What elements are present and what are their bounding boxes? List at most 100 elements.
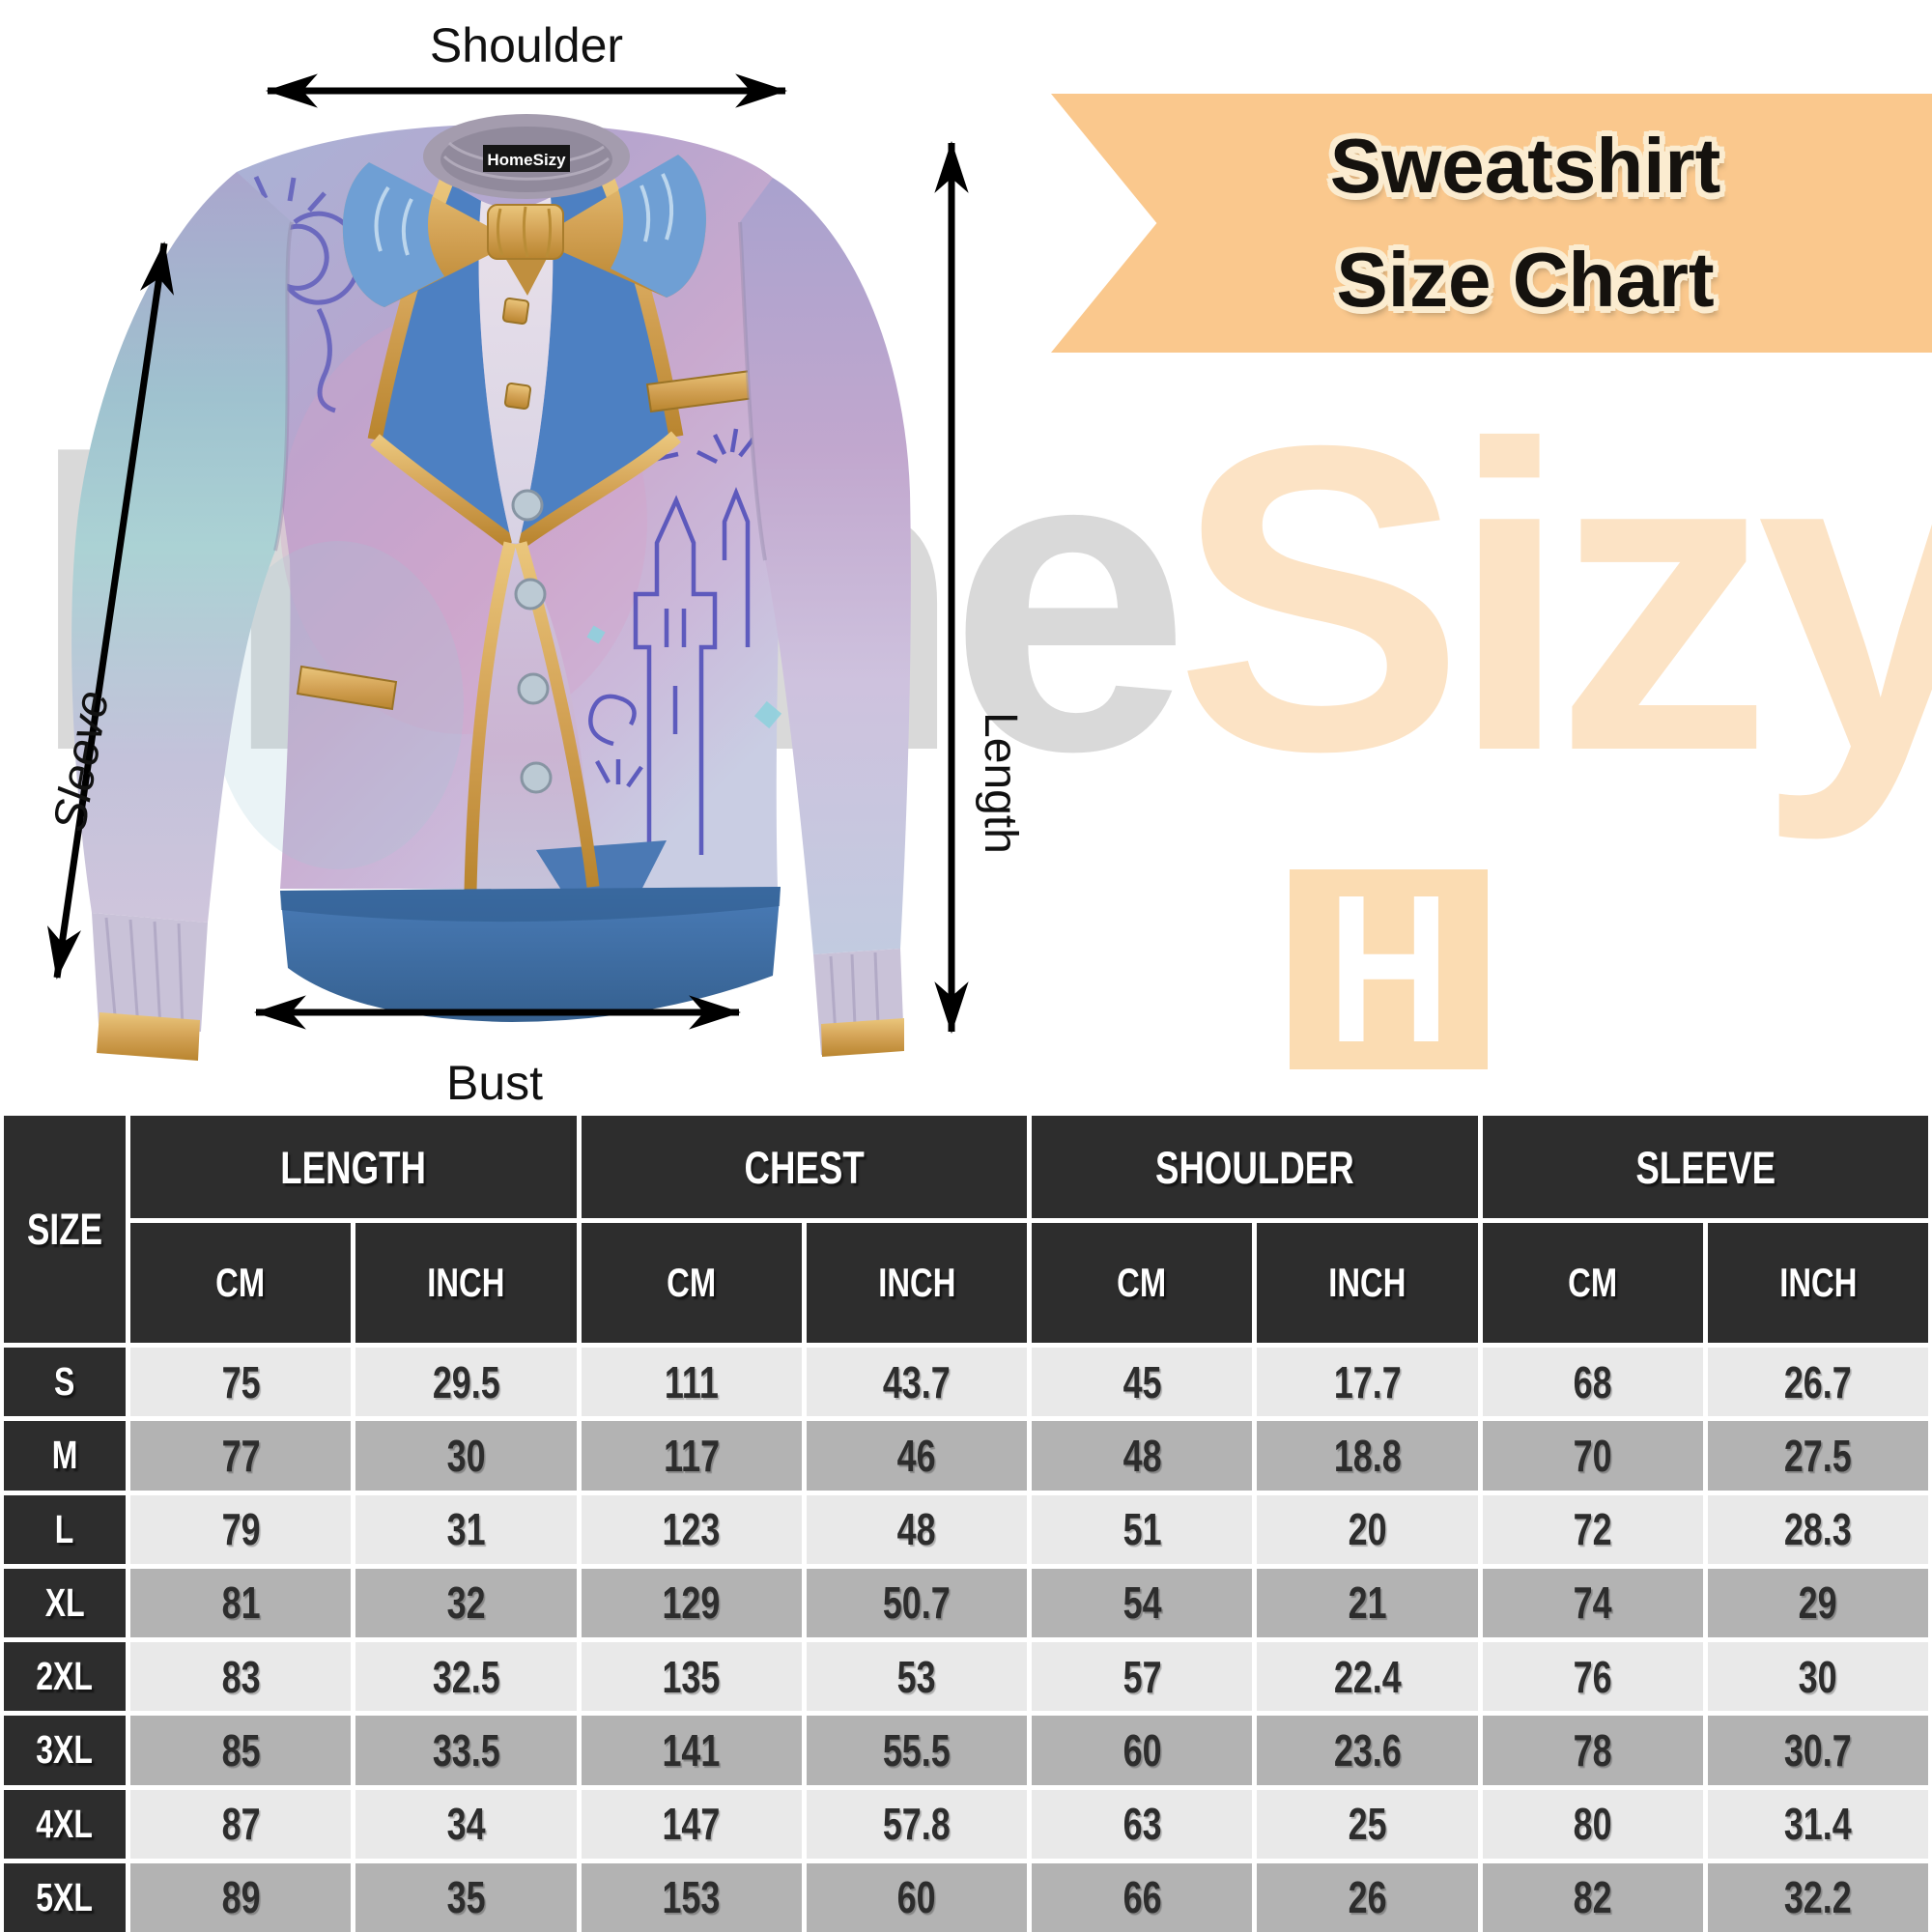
table-cell: 34 bbox=[355, 1789, 577, 1859]
table-cell: 25 bbox=[1257, 1789, 1478, 1859]
table-cell: 31.4 bbox=[1707, 1789, 1928, 1859]
homesizy-logo-letter: H bbox=[1327, 851, 1450, 1087]
right-cuff bbox=[813, 949, 904, 1057]
table-cell: 66 bbox=[1032, 1862, 1253, 1932]
table-cell: 50.7 bbox=[806, 1568, 1027, 1637]
table-cell: 30 bbox=[1707, 1642, 1928, 1712]
table-cell: 74 bbox=[1482, 1568, 1703, 1637]
collar: HomeSizy bbox=[423, 114, 630, 199]
bow-tie bbox=[342, 155, 706, 307]
table-cell: 57.8 bbox=[806, 1789, 1027, 1859]
table-cell: 111 bbox=[581, 1348, 802, 1417]
table-cell: 30 bbox=[355, 1421, 577, 1491]
table-cell: 60 bbox=[1032, 1716, 1253, 1785]
table-cell: 82 bbox=[1482, 1862, 1703, 1932]
size-table: SIZE LENGTH CHEST SHOULDER SLEEVE CM INC… bbox=[0, 1111, 1932, 1932]
table-cell: 43.7 bbox=[806, 1348, 1027, 1417]
table-cell: 141 bbox=[581, 1716, 802, 1785]
row-size-4xl: 4XL bbox=[4, 1789, 126, 1859]
table-cell: 135 bbox=[581, 1642, 802, 1712]
table-cell: 60 bbox=[806, 1862, 1027, 1932]
row-size-3xl: 3XL bbox=[4, 1716, 126, 1785]
table-cell: 53 bbox=[806, 1642, 1027, 1712]
table-cell: 153 bbox=[581, 1862, 802, 1932]
table-cell: 32.2 bbox=[1707, 1862, 1928, 1932]
table-cell: 81 bbox=[130, 1568, 352, 1637]
table-cell: 147 bbox=[581, 1789, 802, 1859]
right-sleeve bbox=[740, 178, 911, 954]
table-cell: 48 bbox=[806, 1494, 1027, 1564]
table-cell: 78 bbox=[1482, 1716, 1703, 1785]
unit-header-length-inch: INCH bbox=[355, 1223, 577, 1343]
sweatshirt-body-group: HomeSizy bbox=[71, 114, 911, 1061]
table-cell: 123 bbox=[581, 1494, 802, 1564]
table-group-shoulder: SHOULDER bbox=[1032, 1116, 1478, 1218]
page-title-line1: Sweatshirt bbox=[1329, 123, 1721, 210]
table-cell: 30.7 bbox=[1707, 1716, 1928, 1785]
table-cell: 35 bbox=[355, 1862, 577, 1932]
table-cell: 46 bbox=[806, 1421, 1027, 1491]
table-cell: 70 bbox=[1482, 1421, 1703, 1491]
table-cell: 51 bbox=[1032, 1494, 1253, 1564]
title-banner: Sweatshirt Size Chart bbox=[1051, 94, 1932, 353]
table-cell: 48 bbox=[1032, 1421, 1253, 1491]
table-cell: 117 bbox=[581, 1421, 802, 1491]
unit-header-length-cm: CM bbox=[130, 1223, 352, 1343]
table-cell: 76 bbox=[1482, 1642, 1703, 1712]
table-cell: 29 bbox=[1707, 1568, 1928, 1637]
row-size-l: L bbox=[4, 1494, 126, 1564]
page-title-line2: Size Chart bbox=[1336, 237, 1715, 323]
unit-header-shoulder-inch: INCH bbox=[1257, 1223, 1478, 1343]
watermark-sizy-text: Sizy bbox=[1175, 356, 1932, 841]
sweatshirt-product-image: HomeSizy bbox=[71, 114, 911, 1061]
table-cell: 31 bbox=[355, 1494, 577, 1564]
table-cell: 27.5 bbox=[1707, 1421, 1928, 1491]
unit-header-sleeve-cm: CM bbox=[1482, 1223, 1703, 1343]
table-group-sleeve: SLEEVE bbox=[1482, 1116, 1928, 1218]
table-cell: 26 bbox=[1257, 1862, 1478, 1932]
unit-header-chest-inch: INCH bbox=[806, 1223, 1027, 1343]
table-cell: 26.7 bbox=[1707, 1348, 1928, 1417]
waist-pocket bbox=[296, 665, 398, 711]
row-size-s: S bbox=[4, 1348, 126, 1417]
table-cell: 83 bbox=[130, 1642, 352, 1712]
unit-header-shoulder-cm: CM bbox=[1032, 1223, 1253, 1343]
unit-header-sleeve-inch: INCH bbox=[1707, 1223, 1928, 1343]
bust-measure-label: Bust bbox=[445, 1056, 544, 1110]
table-cell: 28.3 bbox=[1707, 1494, 1928, 1564]
waistband bbox=[280, 887, 781, 1022]
length-measure-label: Length bbox=[975, 711, 1026, 854]
table-cell: 129 bbox=[581, 1568, 802, 1637]
homesizy-logo: H bbox=[1290, 864, 1488, 1074]
table-cell: 77 bbox=[130, 1421, 352, 1491]
unit-header-chest-cm: CM bbox=[581, 1223, 802, 1343]
row-size-xl: XL bbox=[4, 1568, 126, 1637]
left-cuff bbox=[92, 913, 208, 1061]
table-cell: 55.5 bbox=[806, 1716, 1027, 1785]
table-cell: 72 bbox=[1482, 1494, 1703, 1564]
table-header-size: SIZE bbox=[4, 1116, 126, 1343]
table-group-chest: CHEST bbox=[581, 1116, 1027, 1218]
table-cell: 17.7 bbox=[1257, 1348, 1478, 1417]
collar-tag-text: HomeSizy bbox=[487, 151, 566, 169]
table-group-length: LENGTH bbox=[130, 1116, 577, 1218]
table-cell: 22.4 bbox=[1257, 1642, 1478, 1712]
row-size-m: M bbox=[4, 1421, 126, 1491]
table-cell: 87 bbox=[130, 1789, 352, 1859]
table-cell: 18.8 bbox=[1257, 1421, 1478, 1491]
table-cell: 20 bbox=[1257, 1494, 1478, 1564]
table-cell: 32 bbox=[355, 1568, 577, 1637]
vest-buttons bbox=[511, 489, 553, 794]
table-cell: 85 bbox=[130, 1716, 352, 1785]
table-cell: 23.6 bbox=[1257, 1716, 1478, 1785]
table-cell: 54 bbox=[1032, 1568, 1253, 1637]
table-cell: 63 bbox=[1032, 1789, 1253, 1859]
table-cell: 45 bbox=[1032, 1348, 1253, 1417]
table-cell: 80 bbox=[1482, 1789, 1703, 1859]
row-size-5xl: 5XL bbox=[4, 1862, 126, 1932]
table-cell: 89 bbox=[130, 1862, 352, 1932]
castle-doodle bbox=[588, 414, 755, 855]
table-cell: 79 bbox=[130, 1494, 352, 1564]
table-cell: 57 bbox=[1032, 1642, 1253, 1712]
